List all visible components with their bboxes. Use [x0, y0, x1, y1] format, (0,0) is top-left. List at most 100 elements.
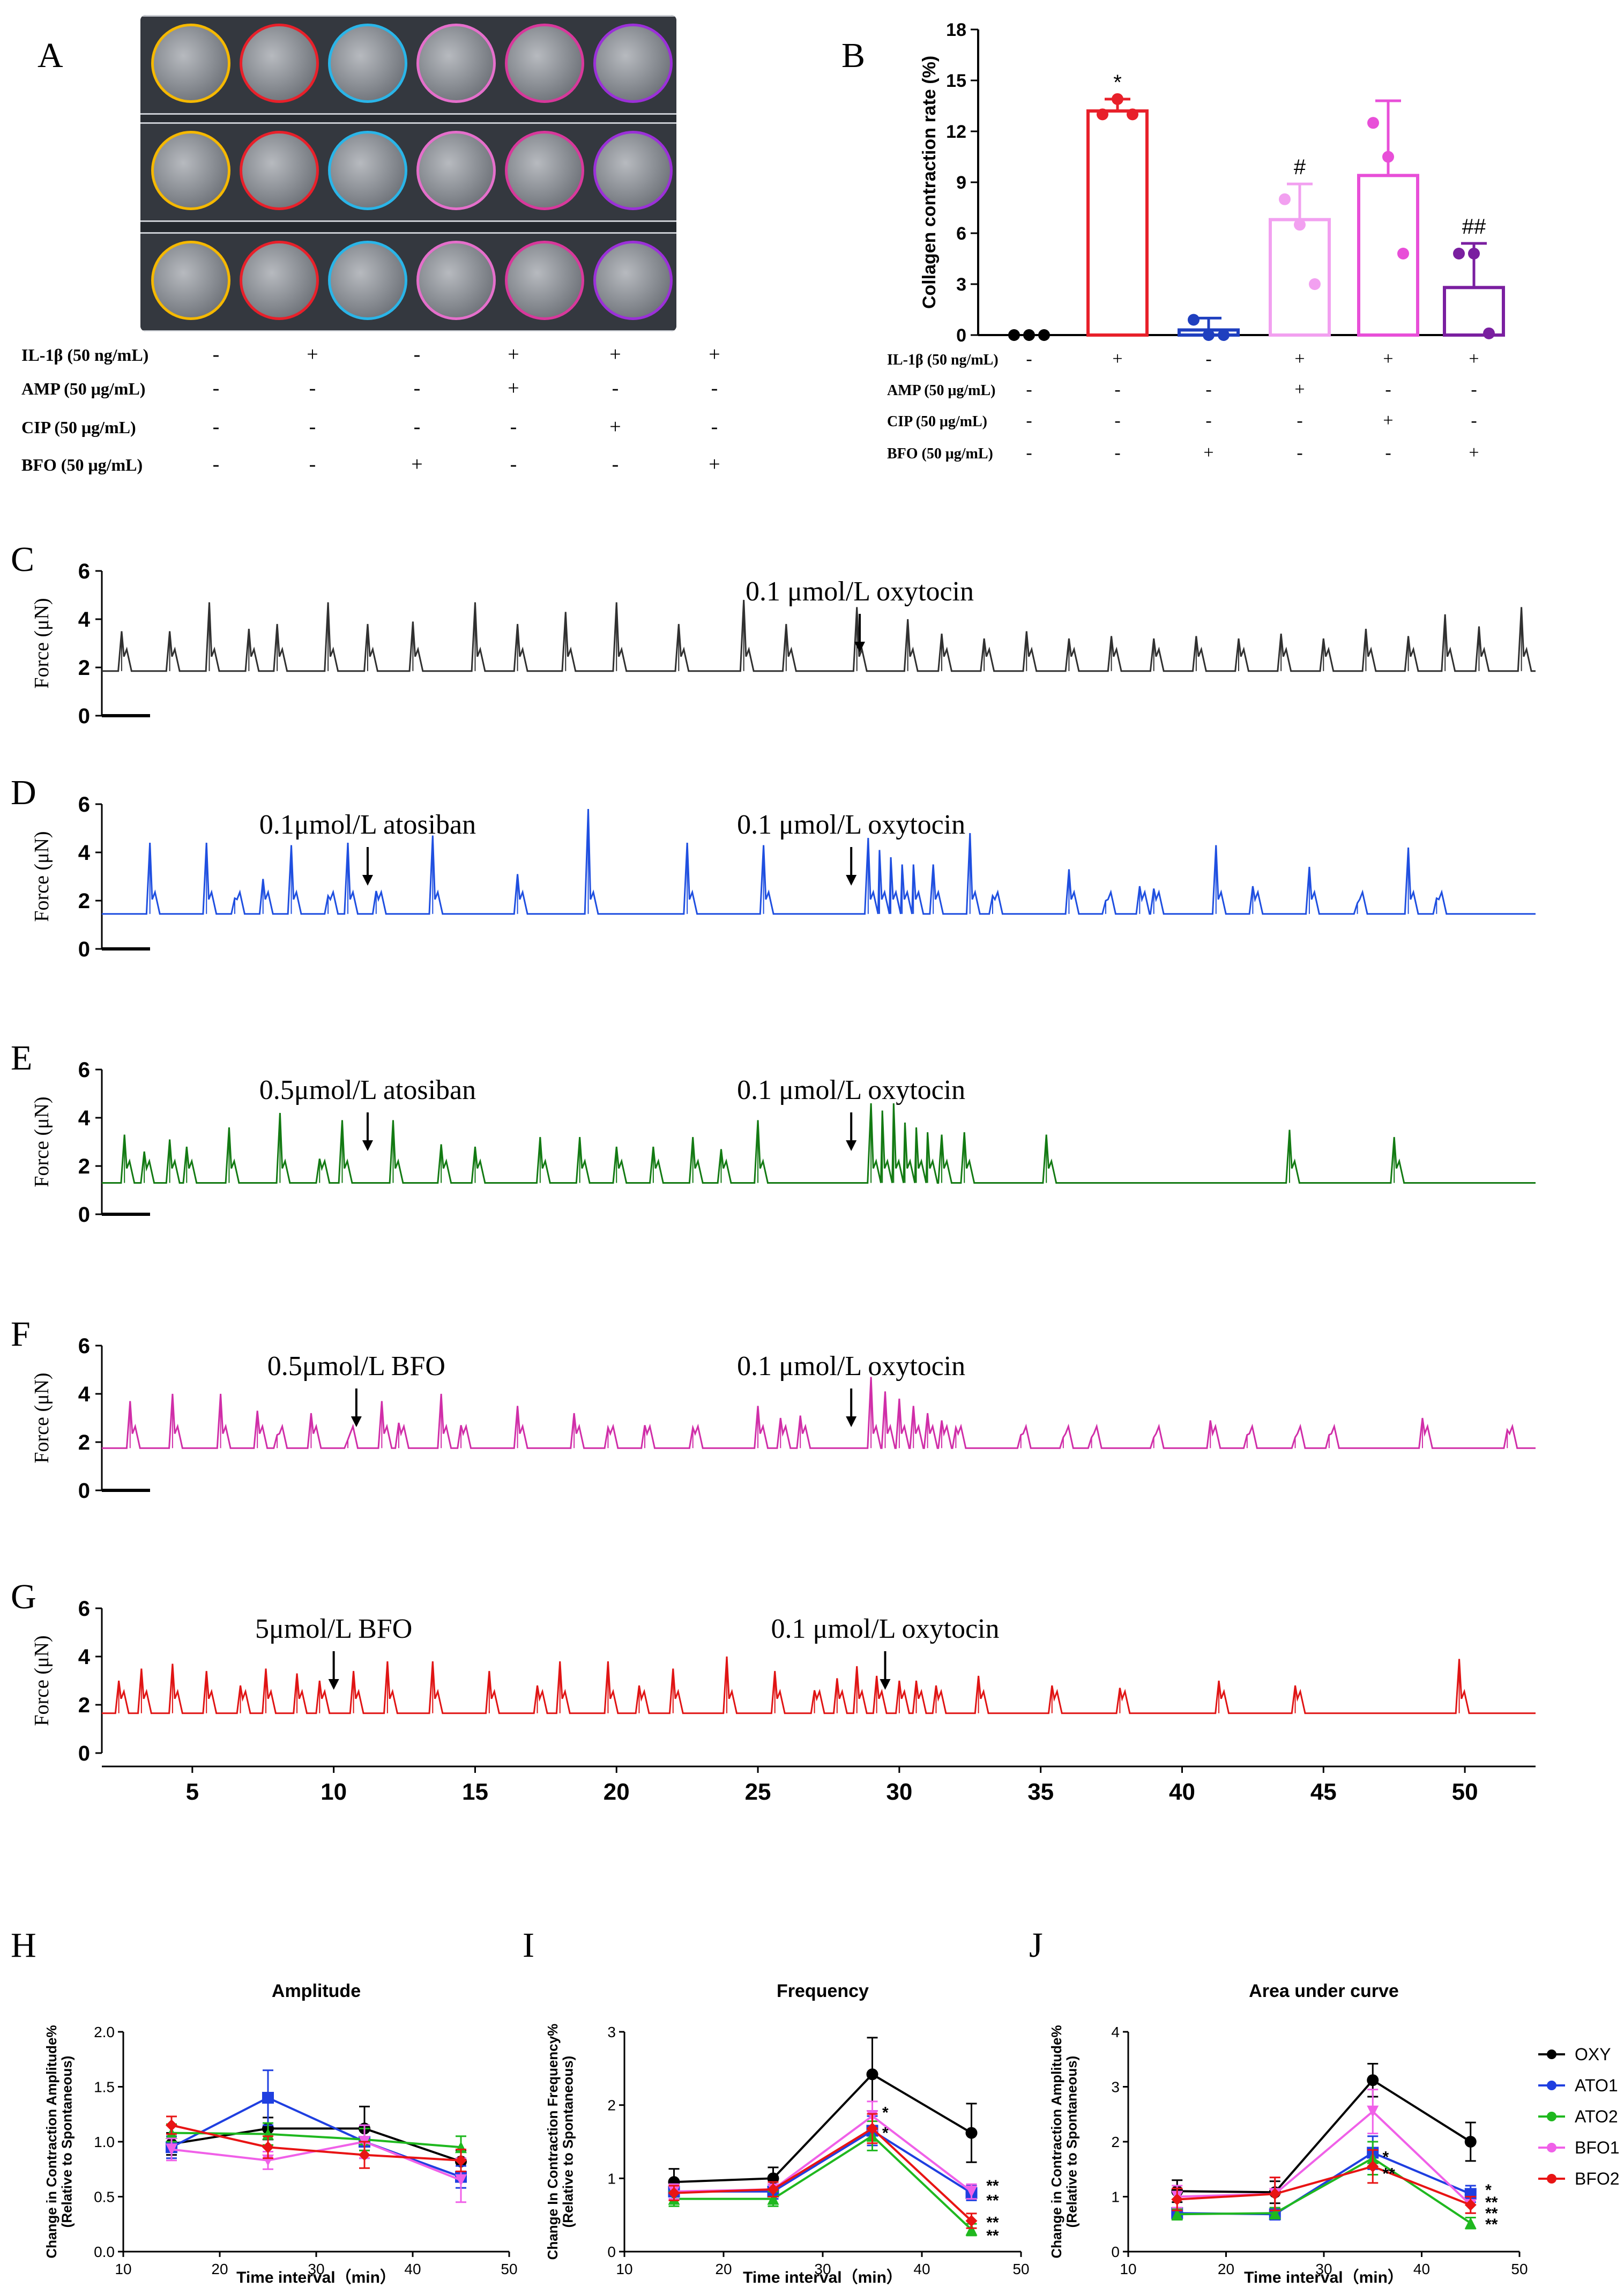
- data-point: [455, 2174, 467, 2186]
- y-axis-title: Collagen contraction rate (%): [919, 56, 940, 309]
- chart-title: Frequency: [777, 1981, 869, 2001]
- collagen-well: [593, 24, 673, 103]
- panel-a-treatments: IL-1β (50 ng/mL) - + - + + + AMP (50 μg/mL) - - - +…: [21, 343, 720, 476]
- treatment-sign: -: [1205, 349, 1211, 369]
- data-point: [866, 2122, 878, 2135]
- panel-label: D: [11, 773, 36, 812]
- y-tick-label: 1: [1111, 2189, 1120, 2206]
- force-trace: [102, 808, 1536, 915]
- data-point: [262, 2141, 274, 2154]
- data-point: [965, 2185, 978, 2197]
- legend-label: ATO2: [1575, 2107, 1618, 2126]
- collagen-well: [328, 241, 407, 320]
- y-tick-label: 3: [1111, 2079, 1120, 2096]
- y-axis-title: Force (μN): [31, 1635, 53, 1726]
- data-point: [1269, 2188, 1281, 2200]
- panel-label: C: [11, 540, 34, 579]
- series-line: [674, 2134, 972, 2231]
- y-tick-label: 2: [78, 656, 90, 680]
- y-tick-label: 6: [78, 1334, 90, 1358]
- treatment-sign: -: [1114, 411, 1120, 430]
- x-tick-label: 15: [462, 1779, 488, 1805]
- force-traces: 0 2 4 6 Force (μN) 0.1 μmol/L oxytocin 0 2 4 6 For…: [31, 560, 1536, 1805]
- x-tick-label: 50: [501, 2261, 517, 2277]
- series-line: [1177, 2110, 1472, 2206]
- y-tick-label: 4: [78, 841, 91, 865]
- panel-label: G: [11, 1577, 36, 1616]
- significance-mark: *: [1113, 71, 1122, 94]
- y-axis-title-line: (Relative to Spontaneous): [58, 2056, 75, 2228]
- significance-mark: **: [986, 2192, 999, 2209]
- annotation-arrow-head: [362, 1140, 373, 1151]
- data-point: [359, 2149, 370, 2161]
- data-point: [1453, 248, 1465, 259]
- treatment-sign: -: [1114, 380, 1120, 399]
- data-point: [965, 2224, 978, 2236]
- annotation-arrow-head: [846, 875, 857, 886]
- x-tick-label: 20: [211, 2261, 228, 2277]
- y-tick-label: 0: [78, 1742, 90, 1765]
- drug-annotation: 0.1 μmol/L oxytocin: [737, 1075, 965, 1105]
- x-axis-title: Time interval（min）: [236, 2268, 396, 2286]
- collagen-well: [151, 241, 230, 320]
- treatment-label: CIP (50 μg/mL): [21, 418, 136, 437]
- y-axis-title-line: Change In Contraction Frequency%: [545, 2024, 561, 2260]
- data-point: [1397, 248, 1409, 259]
- force-trace: [102, 1656, 1536, 1714]
- x-tick-label: 35: [1027, 1779, 1054, 1805]
- y-tick-label: 15: [946, 71, 966, 91]
- bar: [1443, 286, 1505, 337]
- collagen-well: [240, 24, 319, 103]
- legend-marker: [1547, 2174, 1556, 2184]
- x-tick-label: 40: [913, 2261, 930, 2277]
- data-point: [1367, 117, 1379, 129]
- collagen-well: [328, 24, 407, 103]
- data-point: [767, 2183, 779, 2195]
- y-axis-title-line: Change in Contraction Amplitude%: [43, 2025, 59, 2258]
- collagen-well: [505, 24, 584, 103]
- treatment-sign: -: [414, 415, 421, 438]
- data-point: [455, 2154, 467, 2166]
- y-axis-title-line: (Relative to Spontaneous): [1063, 2056, 1079, 2228]
- y-tick-label: 3: [607, 2024, 616, 2040]
- y-tick-label: 0: [1111, 2244, 1120, 2260]
- annotation-arrow-head: [880, 1679, 891, 1690]
- y-tick-label: 6: [78, 793, 90, 816]
- collagen-well: [416, 241, 496, 320]
- treatment-label: BFO (50 μg/mL): [887, 445, 993, 462]
- y-axis-title: Change in Contraction Amplitude%(Relativ…: [1048, 2025, 1080, 2258]
- x-tick-label: 40: [1169, 1779, 1195, 1805]
- data-point: [1127, 108, 1138, 121]
- collagen-well: [416, 24, 496, 103]
- y-tick-label: 6: [78, 560, 90, 583]
- treatment-label: AMP (50 μg/mL): [21, 379, 145, 398]
- x-tick-label: 30: [886, 1779, 912, 1805]
- collagen-well: [505, 241, 584, 320]
- bar: [1269, 218, 1331, 337]
- data-point: [1171, 2208, 1183, 2221]
- x-axis-title: Time interval（min）: [1244, 2268, 1404, 2286]
- y-tick-label: 1.0: [94, 2134, 115, 2150]
- treatment-sign: -: [1471, 380, 1477, 399]
- significance-mark: **: [1485, 2194, 1498, 2211]
- panel-labels: A B C D E F G H I J: [11, 36, 1043, 1965]
- treatment-sign: -: [1205, 411, 1211, 430]
- y-tick-label: 4: [78, 608, 91, 632]
- treatment-sign: -: [1385, 380, 1391, 399]
- data-point: [767, 2193, 779, 2205]
- treatment-sign: +: [508, 377, 519, 399]
- chart-title: Amplitude: [272, 1981, 361, 2001]
- y-tick-label: 2: [607, 2097, 616, 2114]
- series-line: [1177, 2078, 1471, 2194]
- treatment-label: CIP (50 μg/mL): [887, 413, 987, 430]
- data-point: [866, 2068, 878, 2081]
- data-point: [668, 2187, 680, 2199]
- treatment-sign: -: [213, 377, 220, 399]
- y-axis-title-line: (Relative to Spontaneous): [560, 2056, 576, 2228]
- collagen-well: [240, 241, 319, 320]
- series-line: [171, 2124, 461, 2162]
- y-tick-label: 6: [78, 1058, 90, 1082]
- y-tick-label: 2.0: [94, 2024, 115, 2040]
- treatment-sign: -: [510, 415, 517, 438]
